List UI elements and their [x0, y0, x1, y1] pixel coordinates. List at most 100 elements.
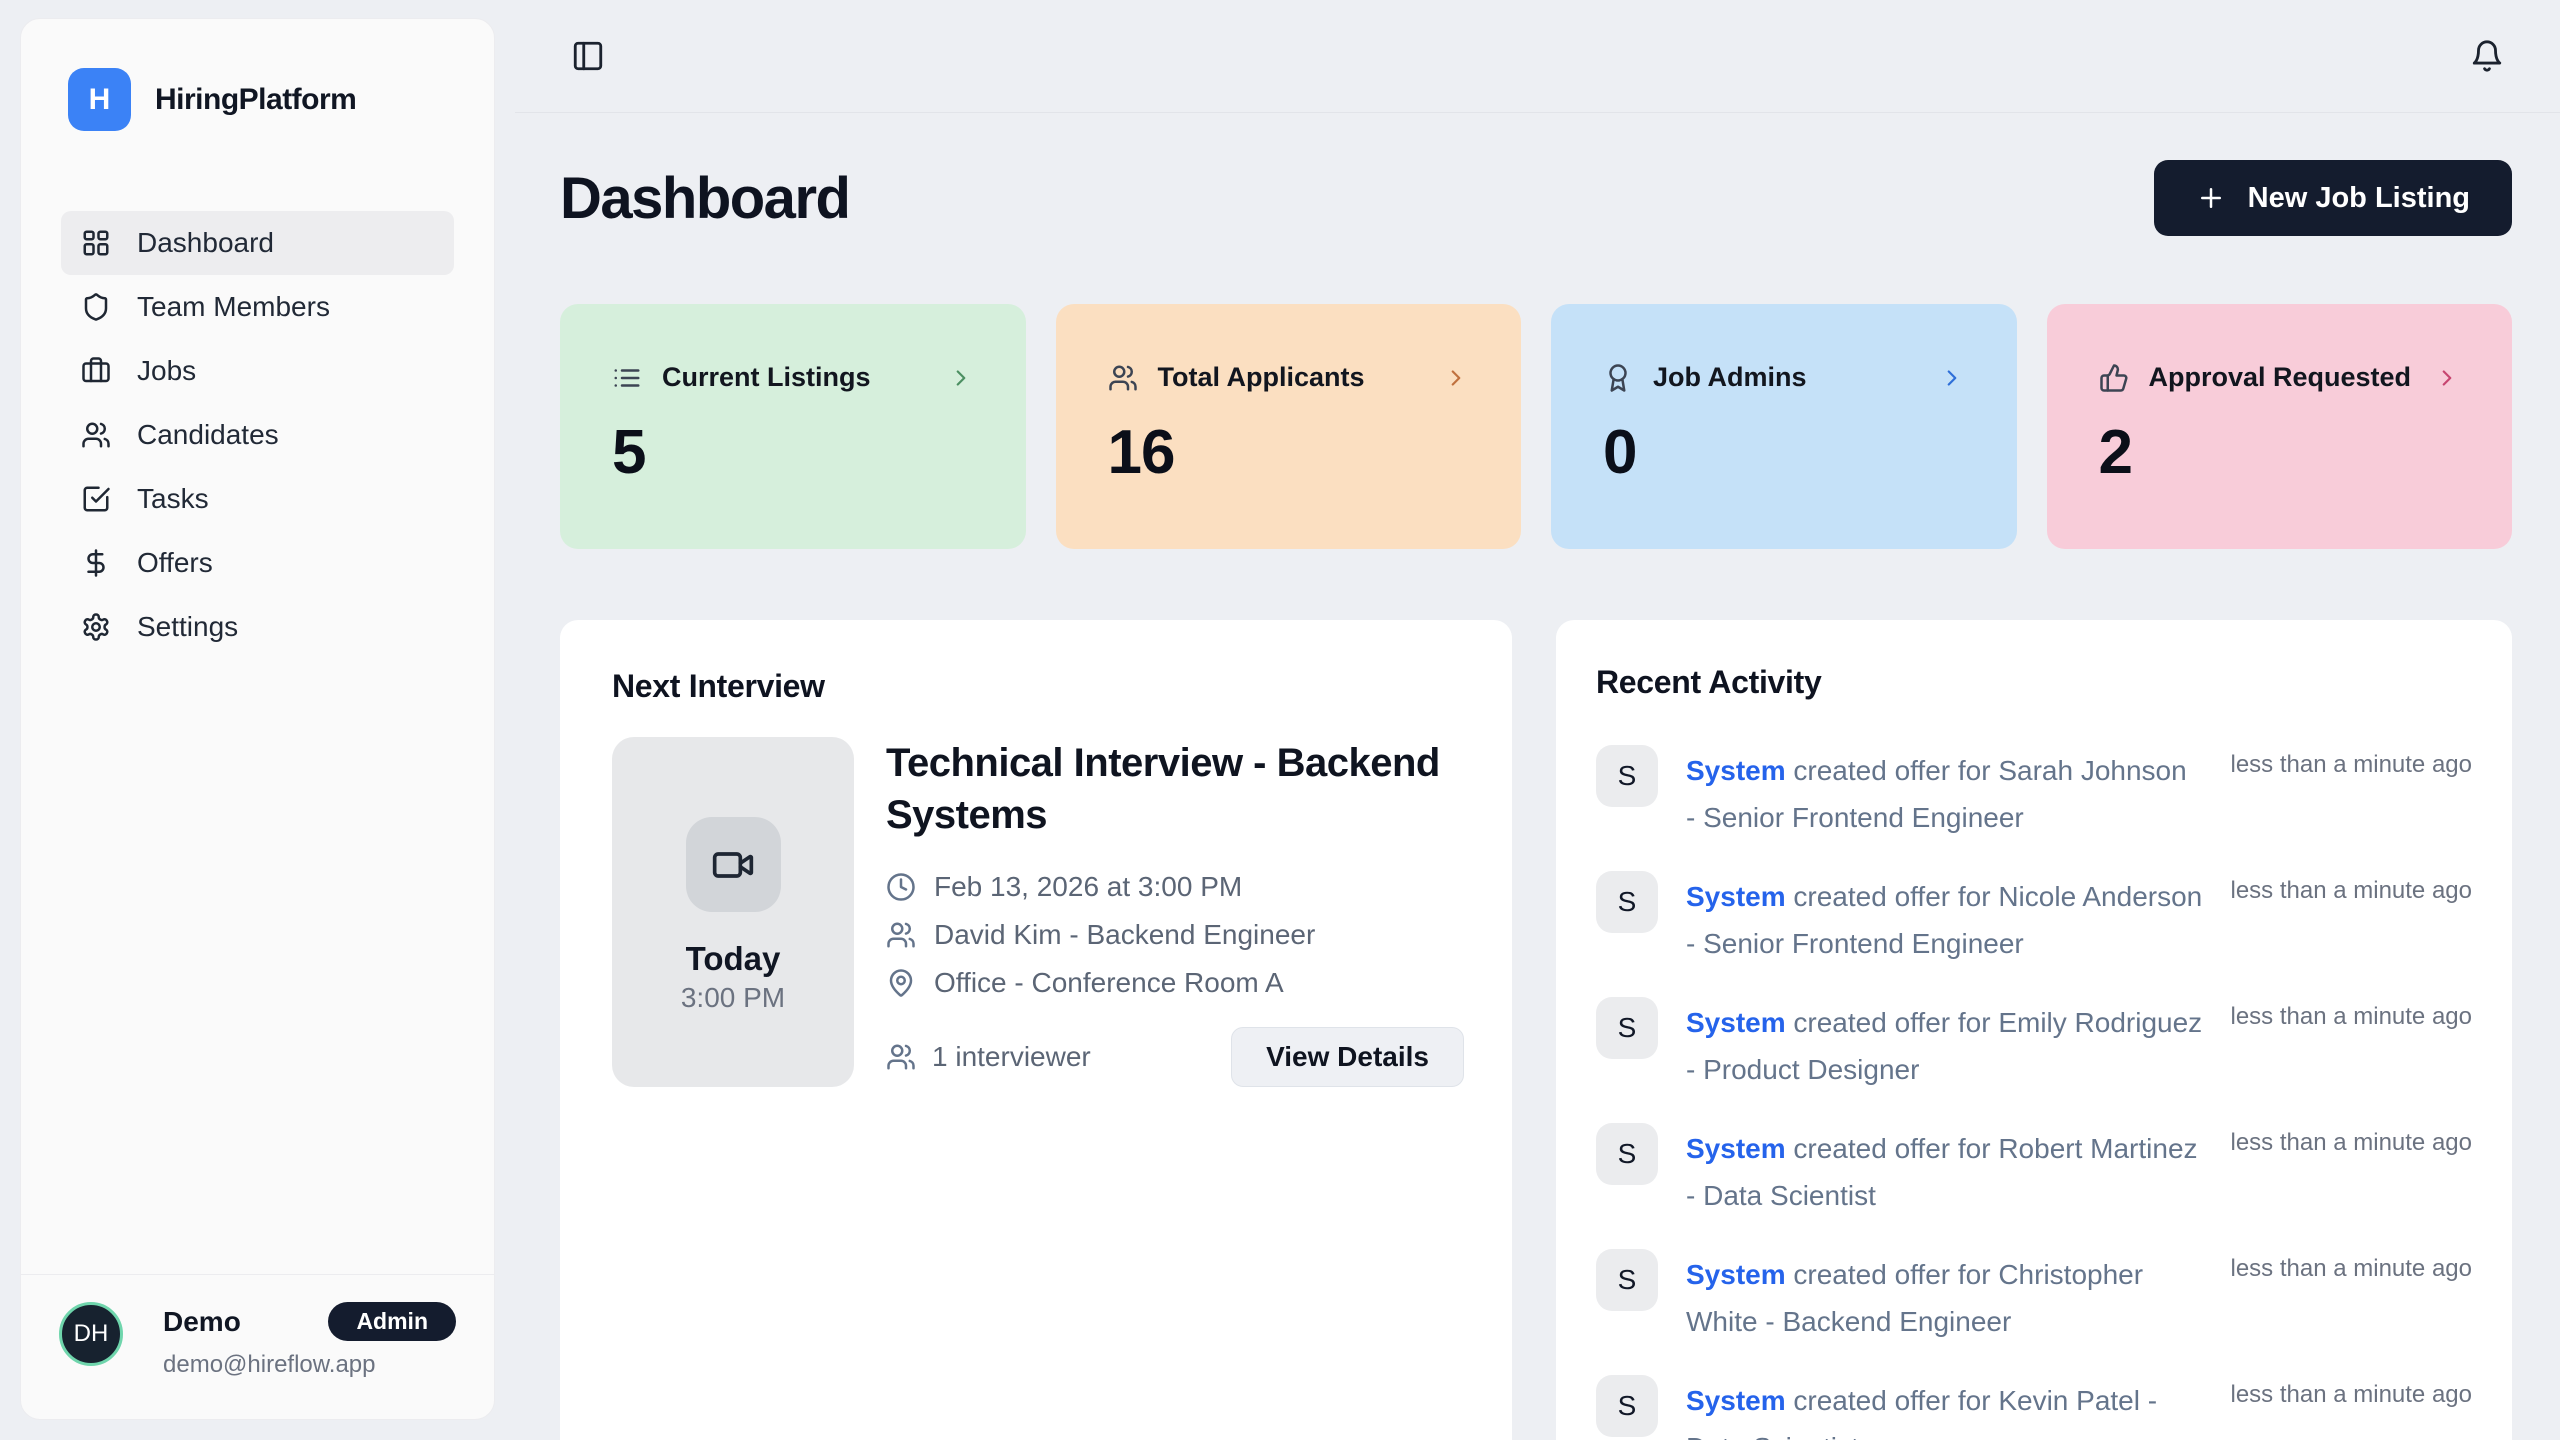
brand: H HiringPlatform: [21, 19, 494, 131]
activity-description: created offer for Kevin Patel - Data Sci…: [1686, 1385, 2158, 1440]
activity-actor-link[interactable]: System: [1686, 881, 1786, 912]
activity-avatar: S: [1596, 1375, 1658, 1437]
avatar: DH: [59, 1302, 123, 1366]
panel-left-icon: [573, 41, 603, 71]
users-icon: [82, 422, 110, 448]
activity-avatar: S: [1596, 1123, 1658, 1185]
interview-datetime-row: Feb 13, 2026 at 3:00 PM: [886, 871, 1464, 903]
activity-actor-link[interactable]: System: [1686, 1007, 1786, 1038]
users-icon: [887, 1044, 915, 1070]
page-header: Dashboard New Job Listing: [560, 160, 2512, 236]
users-icon: [1108, 365, 1137, 390]
sidebar-item-label: Team Members: [137, 291, 330, 322]
activity-item: S System created offer for Christopher W…: [1596, 1249, 2472, 1345]
activity-timestamp: less than a minute ago: [2230, 1129, 2473, 1156]
shield-icon: [84, 293, 108, 321]
user-section[interactable]: DH Demo Admin demo@hireflow.app: [21, 1274, 494, 1419]
next-interview-panel: Next Interview Today 3:00 PM Technical I…: [560, 620, 1512, 1440]
brand-logo: H: [68, 68, 131, 131]
sidebar-item-candidates[interactable]: Candidates: [61, 403, 454, 467]
stat-label: Approval Requested: [2148, 362, 2412, 392]
activity-avatar: S: [1596, 1249, 1658, 1311]
sidebar-item-settings[interactable]: Settings: [61, 595, 454, 659]
bottom-panels: Next Interview Today 3:00 PM Technical I…: [560, 620, 2512, 1440]
activity-item: S System created offer for Robert Martin…: [1596, 1123, 2472, 1219]
activity-timestamp: less than a minute ago: [2230, 877, 2473, 904]
activity-timestamp: less than a minute ago: [2230, 1003, 2473, 1030]
video-camera-icon: [712, 851, 754, 878]
award-icon: [1609, 363, 1627, 392]
sidebar-item-label: Settings: [137, 611, 239, 642]
activity-description: created offer for Sarah Johnson - Senior…: [1686, 755, 2187, 833]
activity-actor-link[interactable]: System: [1686, 1133, 1786, 1164]
interview-thumbnail: Today 3:00 PM: [612, 737, 854, 1087]
activity-actor-link[interactable]: System: [1686, 1259, 1786, 1290]
stat-card-approval-requested[interactable]: Approval Requested 2: [2046, 304, 2512, 549]
check-square-icon: [83, 486, 110, 512]
topbar: [515, 0, 2560, 113]
interviewer-count: 1 interviewer: [886, 1041, 1091, 1073]
sidebar-item-label: Offers: [137, 547, 213, 578]
view-details-button[interactable]: View Details: [1231, 1027, 1464, 1087]
interview-candidate-row: David Kim - Backend Engineer: [886, 919, 1464, 951]
new-job-listing-label: New Job Listing: [2247, 181, 2470, 214]
notifications-button[interactable]: [2470, 39, 2504, 73]
activity-actor-link[interactable]: System: [1686, 755, 1786, 786]
chevron-right-icon: [1451, 369, 1461, 386]
activity-description: created offer for Christopher White - Ba…: [1686, 1259, 2144, 1337]
stat-value: 2: [2098, 418, 2133, 487]
stat-value: 0: [1603, 418, 1637, 487]
activity-actor-link[interactable]: System: [1686, 1385, 1786, 1416]
thumbs-up-icon: [2099, 363, 2127, 392]
stat-label: Current Listings: [662, 362, 871, 392]
activity-item: S System created offer for Emily Rodrigu…: [1596, 997, 2472, 1093]
plus-icon: [2200, 188, 2221, 208]
stat-card-total-applicants[interactable]: Total Applicants 16: [1055, 304, 1521, 549]
sidebar-item-label: Dashboard: [137, 227, 274, 258]
gear-icon: [83, 613, 109, 641]
activity-timestamp: less than a minute ago: [2230, 1255, 2473, 1282]
bell-icon: [2472, 40, 2502, 72]
user-info: Demo Admin demo@hireflow.app: [163, 1302, 456, 1379]
activity-avatar: S: [1596, 871, 1658, 933]
dollar-icon: [87, 549, 105, 577]
recent-activity-panel: Recent Activity S System created offer f…: [1556, 620, 2512, 1440]
sidebar-nav: Dashboard Team Members Jobs Candidates T…: [21, 211, 494, 659]
activity-description: created offer for Emily Rodriguez - Prod…: [1686, 1007, 2203, 1085]
stat-cards: Current Listings 5 Total Applicants 16 J…: [560, 304, 2512, 549]
clock-icon: [887, 873, 915, 901]
sidebar-item-tasks[interactable]: Tasks: [61, 467, 454, 531]
sidebar-item-dashboard[interactable]: Dashboard: [61, 211, 454, 275]
interview-day: Today: [685, 940, 781, 977]
chevron-right-icon: [2442, 369, 2452, 386]
sidebar: H HiringPlatform Dashboard Team Members …: [20, 18, 495, 1420]
main-area: Dashboard New Job Listing Current Listin…: [515, 0, 2560, 1440]
activity-description: created offer for Nicole Anderson - Seni…: [1686, 881, 2203, 959]
sidebar-item-offers[interactable]: Offers: [61, 531, 454, 595]
role-badge: Admin: [328, 1302, 456, 1341]
sidebar-item-team-members[interactable]: Team Members: [61, 275, 454, 339]
activity-item: S System created offer for Sarah Johnson…: [1596, 745, 2472, 841]
page-title: Dashboard: [560, 165, 851, 231]
new-job-listing-button[interactable]: New Job Listing: [2153, 160, 2512, 236]
stat-card-job-admins[interactable]: Job Admins 0: [1551, 304, 2017, 549]
interview-location: Office - Conference Room A: [934, 967, 1284, 998]
activity-timestamp: less than a minute ago: [2230, 1381, 2473, 1408]
interview-title: Technical Interview - Backend Systems: [886, 741, 1440, 837]
interview-location-row: Office - Conference Room A: [886, 967, 1464, 999]
interview-candidate: David Kim - Backend Engineer: [934, 919, 1316, 950]
stat-value: 16: [1107, 418, 1176, 487]
activity-item: S System created offer for Kevin Patel -…: [1596, 1375, 2472, 1440]
interviewer-count-label: 1 interviewer: [932, 1041, 1091, 1072]
interview-time: 3:00 PM: [680, 982, 786, 1013]
chevron-right-icon: [1947, 369, 1956, 386]
sidebar-item-label: Jobs: [137, 355, 197, 386]
stat-card-current-listings[interactable]: Current Listings 5: [560, 304, 1026, 549]
recent-activity-title: Recent Activity: [1596, 664, 1822, 700]
sidebar-toggle-button[interactable]: [571, 39, 605, 73]
interview-datetime: Feb 13, 2026 at 3:00 PM: [934, 871, 1243, 902]
briefcase-icon: [82, 357, 110, 383]
sidebar-item-jobs[interactable]: Jobs: [61, 339, 454, 403]
users-icon: [887, 922, 915, 948]
activity-list: S System created offer for Sarah Johnson…: [1596, 745, 2472, 1440]
